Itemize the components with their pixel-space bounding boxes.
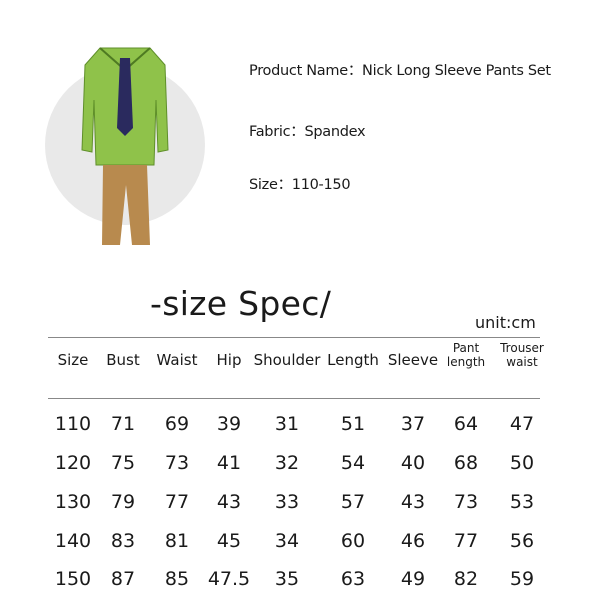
table-cell: 57 bbox=[340, 491, 366, 513]
table-cell: 63 bbox=[340, 568, 366, 590]
column-header: Bust bbox=[106, 351, 140, 369]
table-cell: 68 bbox=[453, 452, 479, 474]
table-cell: 39 bbox=[216, 413, 242, 435]
product-image bbox=[45, 47, 205, 245]
table-cell: 73 bbox=[164, 452, 190, 474]
table-cell: 69 bbox=[164, 413, 190, 435]
table-cell: 82 bbox=[453, 568, 479, 590]
column-header: Hip bbox=[216, 351, 242, 369]
table-cell: 75 bbox=[110, 452, 136, 474]
table-cell: 41 bbox=[216, 452, 242, 474]
table-cell: 32 bbox=[274, 452, 300, 474]
column-header: Sleeve bbox=[387, 351, 439, 369]
table-cell: 34 bbox=[274, 530, 300, 552]
column-header: Trouser waist bbox=[500, 341, 544, 369]
table-cell: 87 bbox=[110, 568, 136, 590]
table-cell: 49 bbox=[400, 568, 426, 590]
table-cell: 53 bbox=[509, 491, 535, 513]
table-cell: 51 bbox=[340, 413, 366, 435]
table-header-divider bbox=[48, 398, 540, 399]
table-cell: 43 bbox=[400, 491, 426, 513]
table-cell: 64 bbox=[453, 413, 479, 435]
table-cell: 120 bbox=[54, 452, 92, 474]
table-cell: 150 bbox=[54, 568, 92, 590]
table-cell: 35 bbox=[274, 568, 300, 590]
table-cell: 46 bbox=[400, 530, 426, 552]
column-header: Shoulder bbox=[253, 351, 321, 369]
table-cell: 83 bbox=[110, 530, 136, 552]
table-cell: 31 bbox=[274, 413, 300, 435]
table-cell: 37 bbox=[400, 413, 426, 435]
column-header: Waist bbox=[156, 351, 198, 369]
column-header: Size bbox=[57, 351, 89, 369]
table-cell: 140 bbox=[54, 530, 92, 552]
table-cell: 40 bbox=[400, 452, 426, 474]
table-cell: 71 bbox=[110, 413, 136, 435]
table-cell: 54 bbox=[340, 452, 366, 474]
table-cell: 130 bbox=[54, 491, 92, 513]
table-cell: 56 bbox=[509, 530, 535, 552]
table-cell: 60 bbox=[340, 530, 366, 552]
table-cell: 85 bbox=[164, 568, 190, 590]
table-cell: 77 bbox=[164, 491, 190, 513]
product-name: Product Name：Nick Long Sleeve Pants Set bbox=[249, 63, 551, 79]
table-cell: 43 bbox=[216, 491, 242, 513]
product-fabric: Fabric：Spandex bbox=[249, 124, 366, 140]
table-cell: 81 bbox=[164, 530, 190, 552]
table-cell: 33 bbox=[274, 491, 300, 513]
table-cell: 59 bbox=[509, 568, 535, 590]
unit-label: unit:cm bbox=[475, 313, 536, 332]
column-header: Pant length bbox=[446, 341, 486, 369]
tie bbox=[117, 58, 133, 136]
product-size-range: Size：110-150 bbox=[249, 177, 351, 193]
table-cell: 79 bbox=[110, 491, 136, 513]
column-header: Length bbox=[327, 351, 379, 369]
size-spec-title: -size Spec/ bbox=[150, 284, 332, 323]
table-cell: 47.5 bbox=[207, 568, 251, 590]
table-cell: 77 bbox=[453, 530, 479, 552]
table-cell: 110 bbox=[54, 413, 92, 435]
table-cell: 50 bbox=[509, 452, 535, 474]
table-cell: 73 bbox=[453, 491, 479, 513]
table-cell: 45 bbox=[216, 530, 242, 552]
pants bbox=[102, 165, 150, 245]
table-cell: 47 bbox=[509, 413, 535, 435]
table-top-divider bbox=[48, 337, 540, 338]
